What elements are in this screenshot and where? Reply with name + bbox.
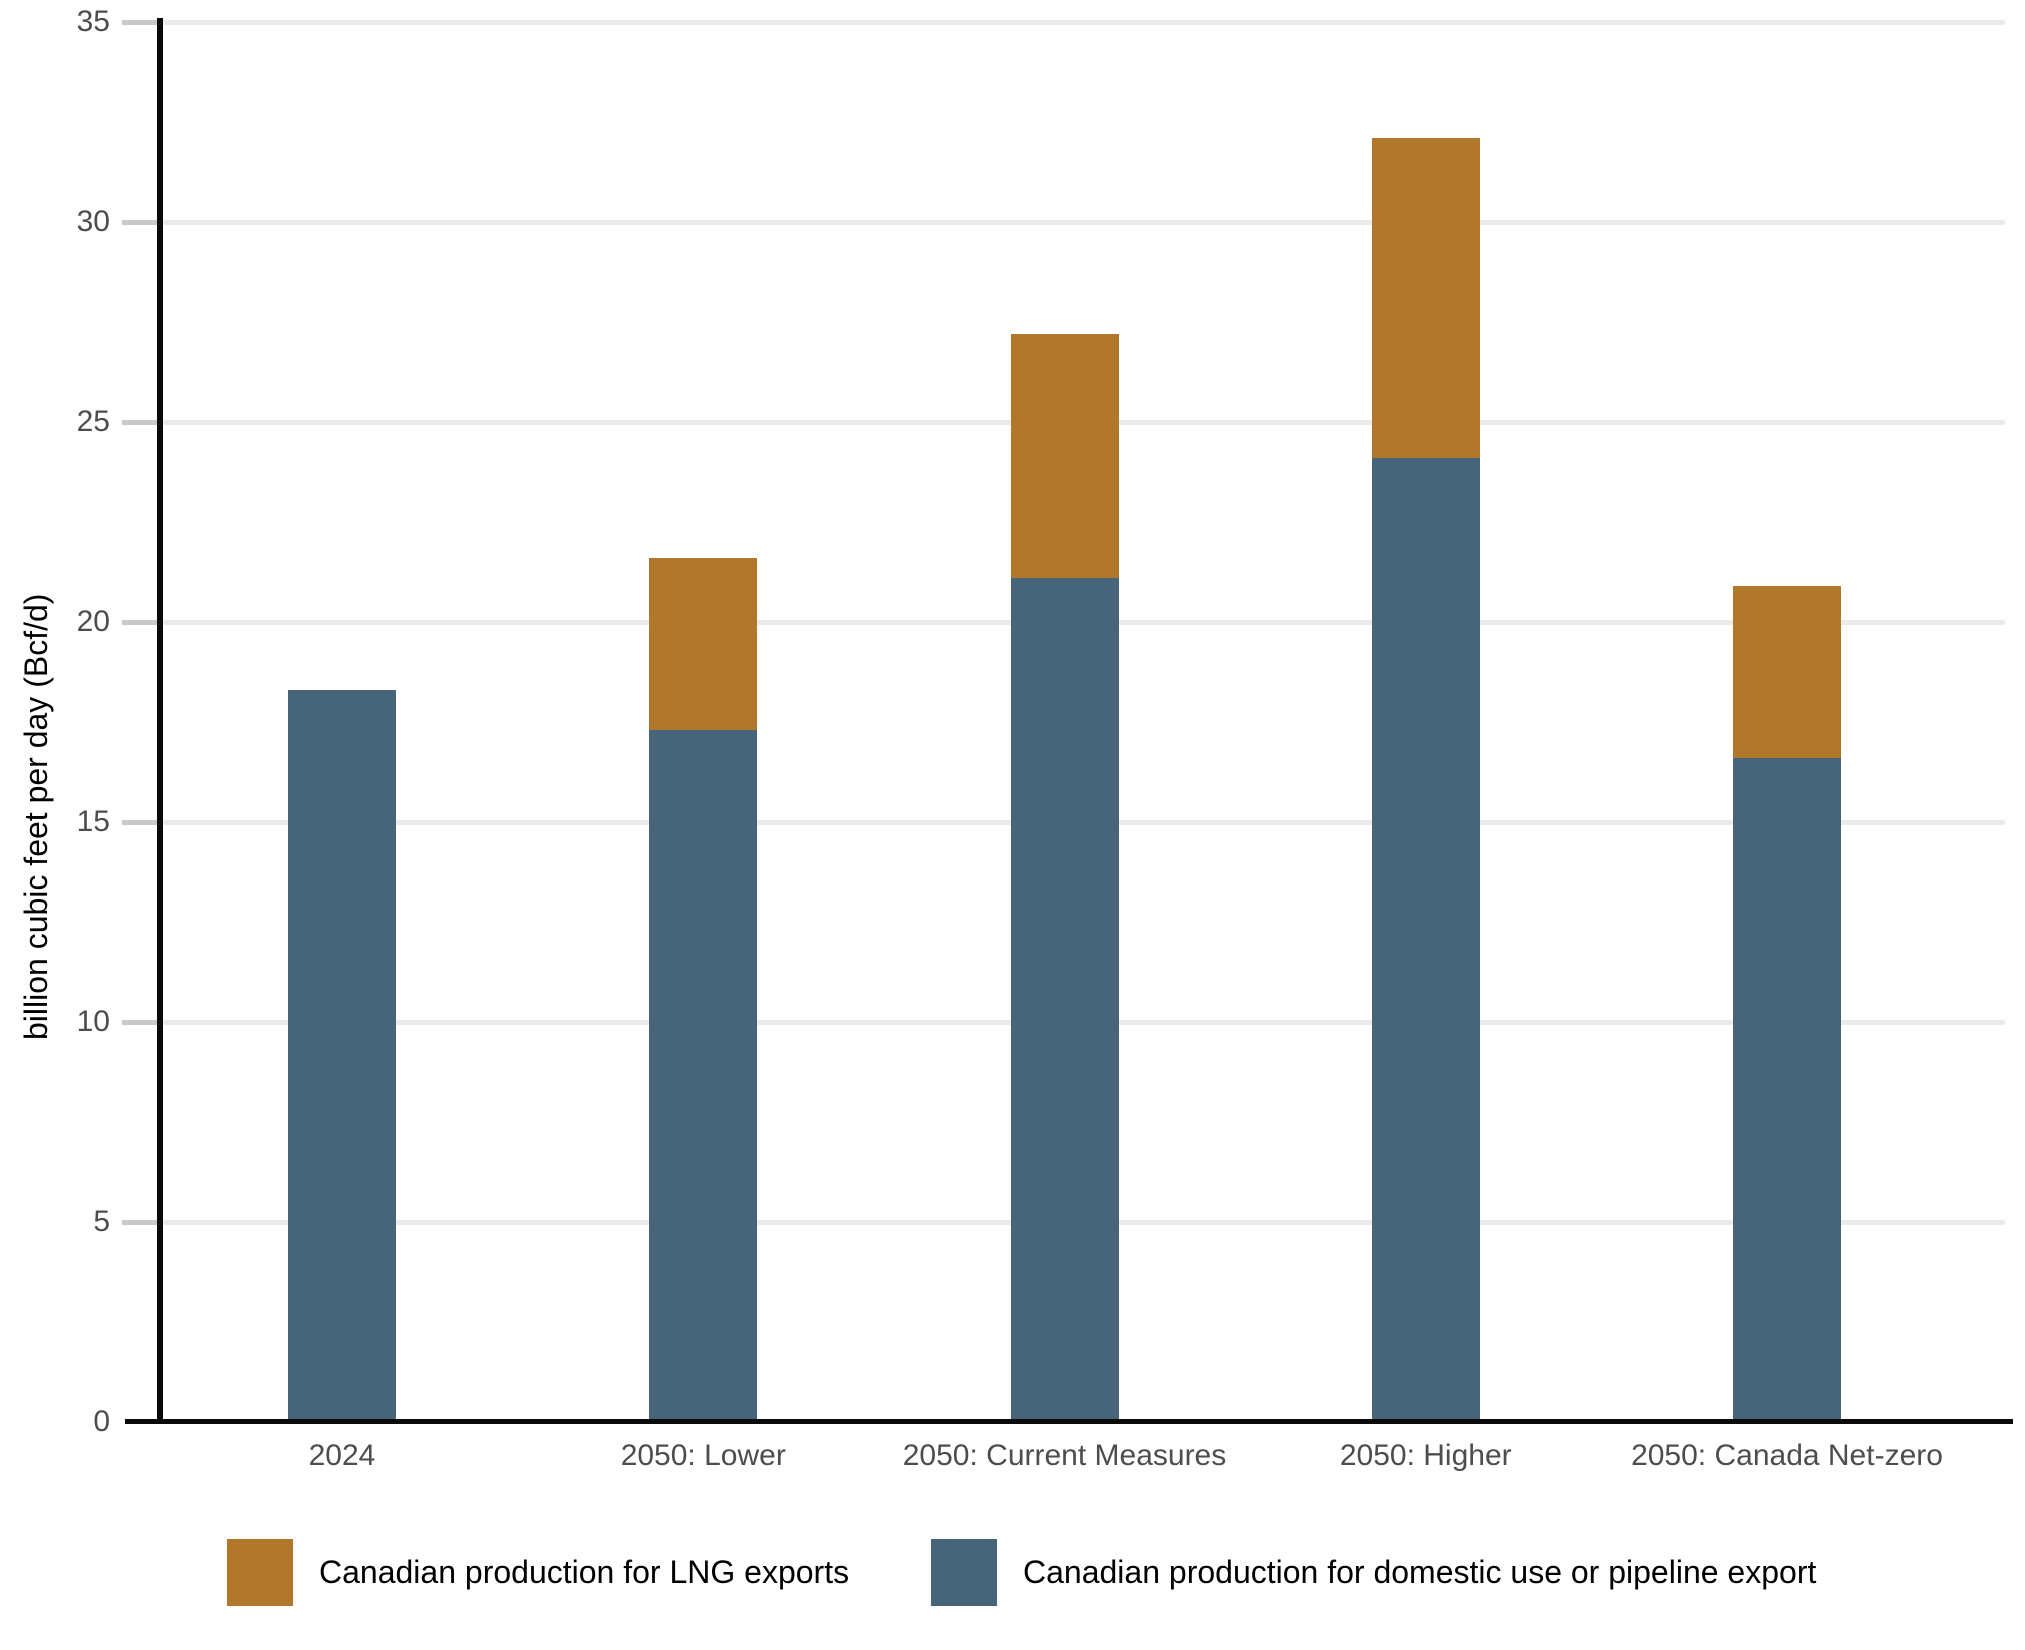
bar-segment-domestic-5: [1733, 758, 1841, 1422]
y-tick-label-15: 15: [76, 805, 110, 838]
bar-segment-domestic-3: [1011, 578, 1119, 1422]
y-tick-25: [122, 420, 157, 425]
y-tick-label-30: 30: [76, 205, 110, 238]
legend-label-lng: Canadian production for LNG exports: [319, 1554, 850, 1590]
y-tick-label-20: 20: [76, 605, 110, 638]
y-tick-label-5: 5: [93, 1205, 110, 1238]
bar-segment-domestic-4: [1372, 458, 1480, 1422]
y-tick-10: [122, 1020, 157, 1025]
bar-segment-lng-3: [1011, 334, 1119, 578]
bar-segment-lng-5: [1733, 586, 1841, 758]
y-tick-15: [122, 820, 157, 825]
x-tick-label-5: 2050: Canada Net-zero: [1631, 1439, 1943, 1472]
legend-swatch-domestic-icon: [931, 1539, 997, 1606]
y-tick-label-35: 35: [76, 5, 110, 38]
gridline-y-30: [163, 220, 2005, 225]
y-tick-label-25: 25: [76, 405, 110, 438]
bar-segment-lng-4: [1372, 138, 1480, 458]
legend-label-domestic: Canadian production for domestic use or …: [1023, 1554, 1817, 1590]
legend-swatch-lng-icon: [227, 1539, 293, 1606]
bar-segment-domestic-1: [288, 690, 396, 1422]
y-tick-label-10: 10: [76, 1005, 110, 1038]
x-tick-label-1: 2024: [308, 1439, 376, 1472]
x-tick-label-4: 2050: Higher: [1339, 1439, 1512, 1472]
x-tick-label-2: 2050: Lower: [620, 1439, 786, 1472]
legend-item-domestic: Canadian production for domestic use or …: [931, 1539, 1816, 1606]
bar-segment-domestic-2: [649, 730, 757, 1422]
y-tick-35: [122, 20, 157, 25]
y-tick-5: [122, 1220, 157, 1225]
y-tick-30: [122, 220, 157, 225]
bar-segment-lng-2: [649, 558, 757, 730]
y-axis-line: [157, 18, 163, 1423]
y-tick-20: [122, 620, 157, 625]
legend-item-lng: Canadian production for LNG exports: [227, 1539, 849, 1606]
gridline-y-35: [163, 20, 2005, 25]
x-tick-label-3: 2050: Current Measures: [902, 1439, 1227, 1472]
x-axis-line: [125, 1419, 2013, 1424]
y-tick-label-0: 0: [93, 1405, 110, 1438]
